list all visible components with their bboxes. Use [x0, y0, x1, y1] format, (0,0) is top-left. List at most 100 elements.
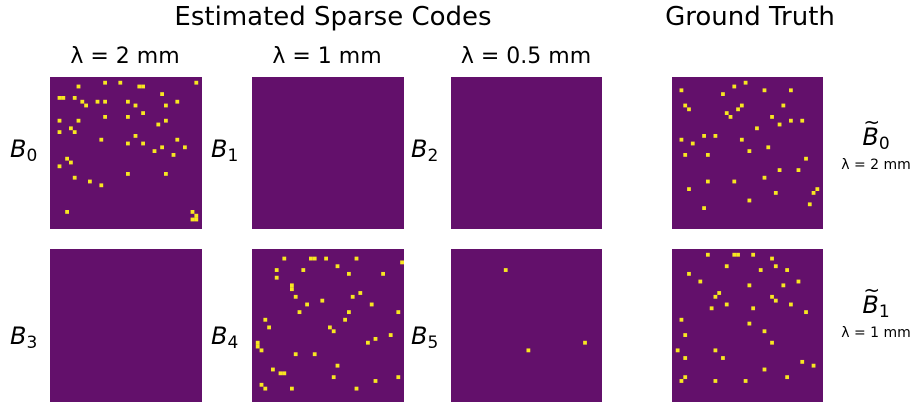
- panel-background: [451, 249, 602, 402]
- active-code-cell: [503, 268, 508, 272]
- active-code-cell: [785, 375, 790, 380]
- column-label-lambda-2mm: λ = 2 mm: [70, 44, 180, 69]
- active-code-cell: [354, 386, 359, 391]
- active-code-cell: [713, 294, 718, 299]
- ground-truth-panel-b0: [672, 77, 823, 229]
- active-code-cell: [65, 156, 69, 161]
- label-b3: B3: [10, 322, 38, 353]
- active-code-cell: [194, 217, 199, 222]
- active-code-cell: [747, 149, 752, 153]
- active-code-cell: [373, 336, 378, 341]
- active-code-cell: [76, 84, 81, 89]
- label-b0: B0: [10, 135, 38, 166]
- active-code-cell: [271, 367, 275, 372]
- active-code-cell: [807, 202, 812, 207]
- active-code-cell: [331, 329, 336, 334]
- active-code-cell: [675, 348, 680, 353]
- sparse-code-panel-b4: [252, 249, 404, 402]
- active-code-cell: [305, 302, 309, 307]
- active-code-cell: [72, 130, 77, 134]
- active-code-cell: [381, 271, 385, 276]
- active-code-cell: [293, 352, 298, 357]
- active-code-cell: [328, 325, 332, 330]
- active-code-cell: [683, 375, 688, 380]
- active-code-cell: [743, 379, 748, 383]
- active-code-cell: [770, 256, 774, 261]
- active-code-cell: [773, 264, 778, 269]
- active-code-cell: [717, 291, 722, 295]
- active-code-cell: [126, 172, 130, 176]
- active-code-cell: [194, 80, 199, 85]
- sparse-code-panel-b0: [50, 77, 202, 229]
- active-code-cell: [72, 175, 77, 180]
- label-b4: B4: [211, 322, 239, 353]
- label-b1: B1: [211, 135, 239, 166]
- estimated-title: Estimated Sparse Codes: [174, 2, 492, 32]
- active-code-cell: [713, 379, 718, 383]
- active-code-cell: [278, 371, 283, 376]
- active-code-cell: [683, 103, 688, 108]
- active-code-cell: [183, 145, 187, 150]
- active-code-cell: [777, 168, 782, 172]
- active-code-cell: [133, 134, 138, 138]
- active-code-cell: [301, 268, 306, 272]
- active-code-cell: [747, 283, 752, 288]
- active-code-cell: [396, 310, 401, 315]
- active-code-cell: [679, 137, 684, 142]
- active-code-cell: [815, 187, 820, 191]
- panel-background: [451, 77, 602, 229]
- active-code-cell: [103, 80, 107, 85]
- active-code-cell: [309, 256, 313, 261]
- active-code-cell: [728, 115, 733, 119]
- active-code-cell: [800, 359, 805, 364]
- active-code-cell: [762, 367, 767, 372]
- active-code-cell: [347, 271, 351, 276]
- active-code-cell: [282, 371, 287, 376]
- active-code-cell: [259, 348, 264, 353]
- active-code-cell: [732, 252, 737, 257]
- sparse-code-panel-b5: [451, 249, 602, 402]
- active-code-cell: [137, 84, 142, 89]
- active-code-cell: [789, 302, 793, 307]
- active-code-cell: [69, 160, 73, 165]
- active-code-cell: [789, 88, 793, 93]
- active-code-cell: [724, 264, 729, 269]
- active-code-cell: [804, 156, 808, 161]
- active-code-cell: [347, 310, 351, 315]
- label-b5: B5: [411, 322, 439, 353]
- active-code-cell: [702, 134, 706, 138]
- active-code-cell: [57, 130, 62, 134]
- active-code-cell: [366, 340, 370, 345]
- active-code-cell: [259, 382, 264, 387]
- active-code-cell: [713, 134, 718, 138]
- active-code-cell: [796, 168, 801, 172]
- active-code-cell: [732, 84, 737, 89]
- active-code-cell: [255, 340, 260, 345]
- active-code-cell: [781, 283, 786, 288]
- active-code-cell: [350, 294, 355, 299]
- active-code-cell: [736, 107, 740, 112]
- active-code-cell: [164, 118, 168, 123]
- active-code-cell: [800, 118, 805, 123]
- active-code-cell: [312, 352, 317, 357]
- active-code-cell: [770, 294, 774, 299]
- active-code-cell: [698, 279, 703, 284]
- active-code-cell: [126, 141, 130, 146]
- active-code-cell: [804, 310, 808, 315]
- active-code-cell: [57, 118, 62, 123]
- active-code-cell: [739, 137, 744, 142]
- active-code-cell: [358, 291, 363, 295]
- active-code-cell: [705, 179, 710, 184]
- active-code-cell: [724, 111, 729, 115]
- active-code-cell: [95, 99, 100, 104]
- active-code-cell: [152, 149, 157, 153]
- active-code-cell: [61, 96, 66, 100]
- active-code-cell: [683, 356, 688, 360]
- active-code-cell: [171, 153, 176, 157]
- active-code-cell: [164, 103, 168, 108]
- active-code-cell: [99, 183, 104, 188]
- active-code-cell: [126, 99, 130, 104]
- active-code-cell: [690, 141, 695, 146]
- active-code-cell: [267, 325, 271, 330]
- active-code-cell: [705, 153, 710, 157]
